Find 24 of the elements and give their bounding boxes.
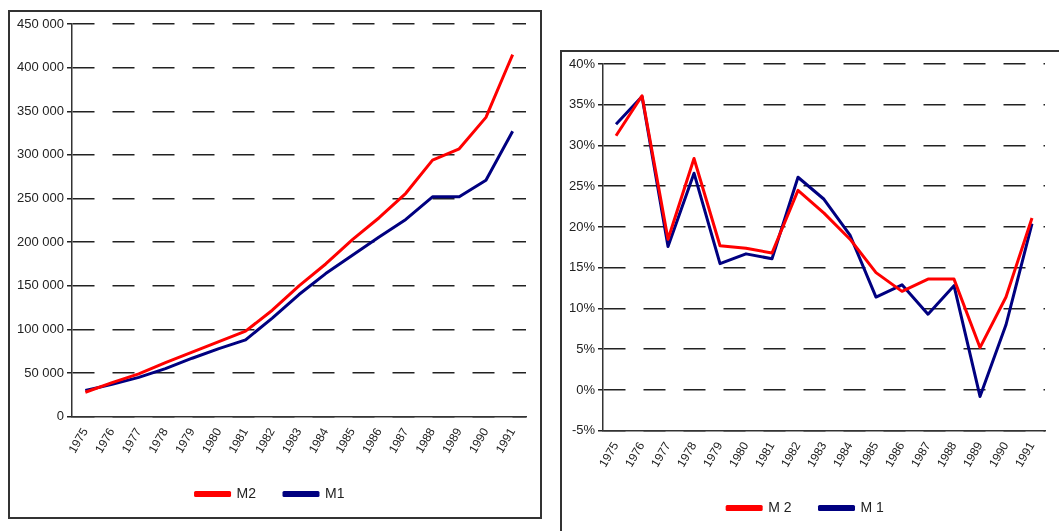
legend-label: M 2 bbox=[768, 498, 792, 515]
y-tick-label: 350 000 bbox=[16, 102, 64, 118]
legend-label: M1 bbox=[325, 484, 345, 501]
y-tick-label: 35% bbox=[568, 96, 596, 112]
y-tick-label: 250 000 bbox=[16, 190, 64, 206]
y-tick-label: 30% bbox=[568, 137, 596, 153]
y-tick-label: 0% bbox=[576, 381, 596, 397]
y-tick-label: 25% bbox=[568, 177, 596, 193]
y-tick-label: 450 000 bbox=[16, 15, 64, 31]
legend-label: M2 bbox=[236, 484, 257, 501]
y-tick-label: 0 bbox=[56, 408, 64, 424]
y-tick-label: 20% bbox=[568, 218, 596, 234]
y-tick-label: 100 000 bbox=[16, 321, 64, 336]
y-tick-label: 200 000 bbox=[16, 233, 64, 249]
y-tick-label: 15% bbox=[568, 259, 596, 275]
y-tick-label: 5% bbox=[576, 340, 596, 356]
y-tick-label: 150 000 bbox=[16, 277, 64, 293]
y-tick-label: 300 000 bbox=[16, 146, 64, 162]
y-tick-label: 50 000 bbox=[24, 364, 64, 380]
legend-label: M 1 bbox=[860, 498, 885, 515]
y-tick-label: 40% bbox=[568, 55, 596, 71]
y-tick-label: 400 000 bbox=[16, 59, 64, 75]
y-tick-label: -5% bbox=[571, 422, 596, 438]
y-tick-label: 10% bbox=[568, 300, 596, 316]
